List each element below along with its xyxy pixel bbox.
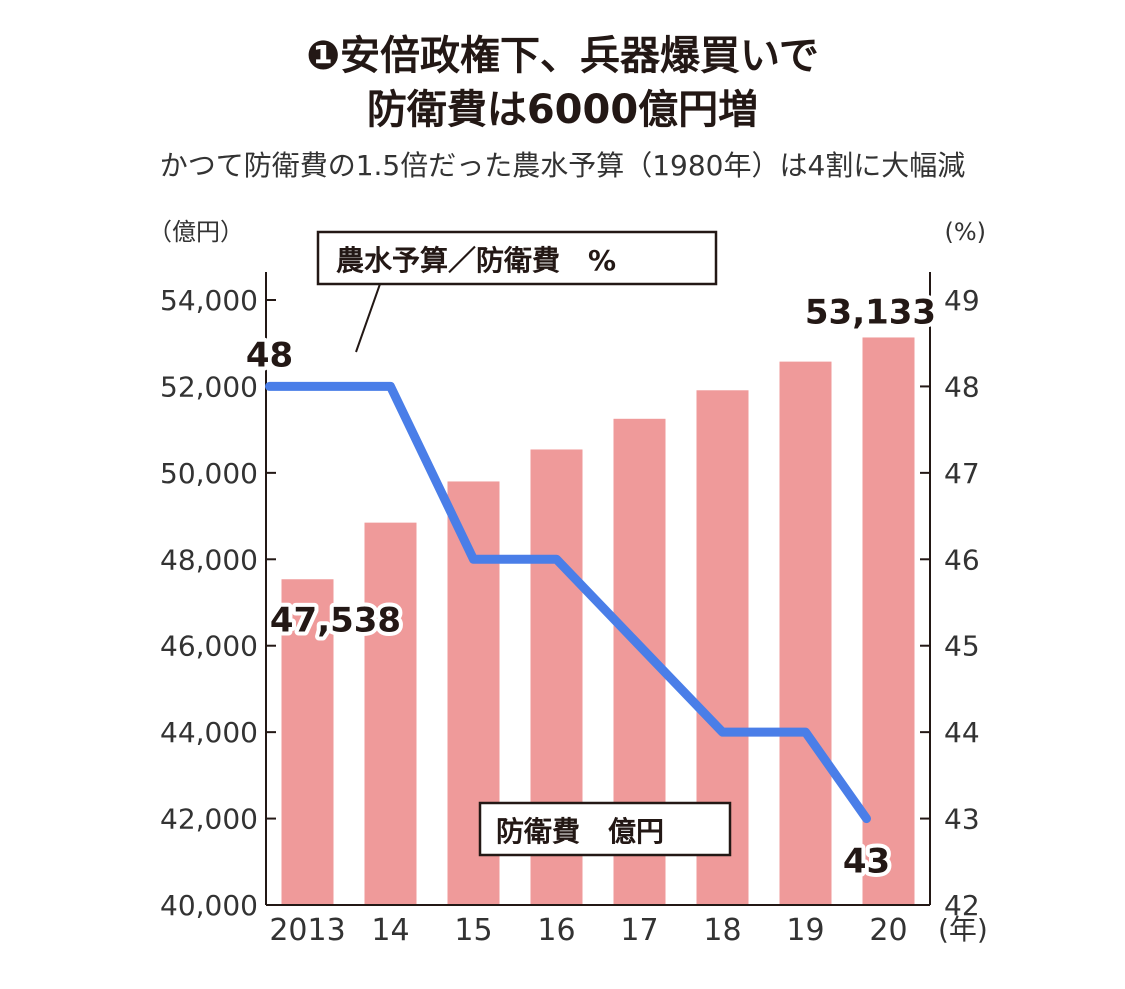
right-tick-label: 42 xyxy=(944,889,980,922)
bar xyxy=(779,361,832,906)
left-tick-label: 44,000 xyxy=(160,716,258,749)
x-tick-label: 20 xyxy=(869,913,907,948)
left-tick-label: 40,000 xyxy=(160,889,258,922)
annotation-halo: 43 xyxy=(843,842,890,882)
legend-line-label: 農水予算／防衛費 % xyxy=(336,244,616,277)
bar xyxy=(364,522,417,905)
left-tick-label: 46,000 xyxy=(160,630,258,663)
bar xyxy=(281,579,334,905)
annotation-label: 48 xyxy=(246,335,293,375)
x-axis-ticks: 2013 14 15 16 17 18 19 20 xyxy=(269,913,907,948)
x-tick-label: 2013 xyxy=(269,913,345,948)
annotation-label: 43 xyxy=(843,842,890,882)
left-tick-label: 54,000 xyxy=(160,284,258,317)
right-tick-label: 46 xyxy=(944,543,980,576)
annotation-halo: 47,538 xyxy=(270,600,401,640)
line-path xyxy=(265,381,871,824)
x-axis-unit: (年) xyxy=(938,913,988,946)
x-tick-label: 18 xyxy=(703,913,741,948)
legend-bar-box: 防衛費 億円 xyxy=(478,801,732,857)
x-tick-label: 19 xyxy=(786,913,824,948)
legend-line-box: 農水予算／防衛費 % xyxy=(316,230,718,353)
left-tick-label: 48,000 xyxy=(160,543,258,576)
right-tick-label: 49 xyxy=(944,284,980,317)
legend-bar-label: 防衛費 億円 xyxy=(496,815,664,848)
annotation-halo: 53,133 xyxy=(805,292,936,332)
left-tick-label: 42,000 xyxy=(160,803,258,836)
right-tick-label: 47 xyxy=(944,457,980,490)
left-tick-label: 50,000 xyxy=(160,457,258,490)
right-axis-unit: (%) xyxy=(944,218,986,246)
left-axis-ticks: 40,000 42,000 44,000 46,000 48,000 50,000 52,0… xyxy=(160,284,276,922)
right-tick-label: 43 xyxy=(944,803,980,836)
right-tick-label: 44 xyxy=(944,716,980,749)
x-tick-label: 17 xyxy=(620,913,658,948)
annotation-halo: 48 xyxy=(246,335,293,375)
x-tick-label: 14 xyxy=(371,913,409,948)
left-tick-label: 52,000 xyxy=(160,370,258,403)
annotation-label: 47,538 xyxy=(270,600,401,640)
x-tick-label: 15 xyxy=(454,913,492,948)
chart-subtitle: かつて防衛費の1.5倍だった農水予算（1980年）は4割に大幅減 xyxy=(159,149,966,182)
left-axis-unit: （億円） xyxy=(148,218,244,246)
right-tick-label: 45 xyxy=(944,630,980,663)
annotation-label: 53,133 xyxy=(805,292,936,332)
line-series xyxy=(265,381,871,824)
chart-title-line-1: ❶安倍政権下、兵器爆買いで xyxy=(306,33,819,79)
bar xyxy=(862,337,915,905)
legend-leader-line xyxy=(355,283,381,353)
right-axis-ticks: 42 43 44 45 46 47 48 49 xyxy=(920,284,980,922)
x-tick-label: 16 xyxy=(537,913,575,948)
right-tick-label: 48 xyxy=(944,370,980,403)
axes xyxy=(265,272,931,906)
chart-title-line-2: 防衛費は6000億円増 xyxy=(366,87,759,133)
